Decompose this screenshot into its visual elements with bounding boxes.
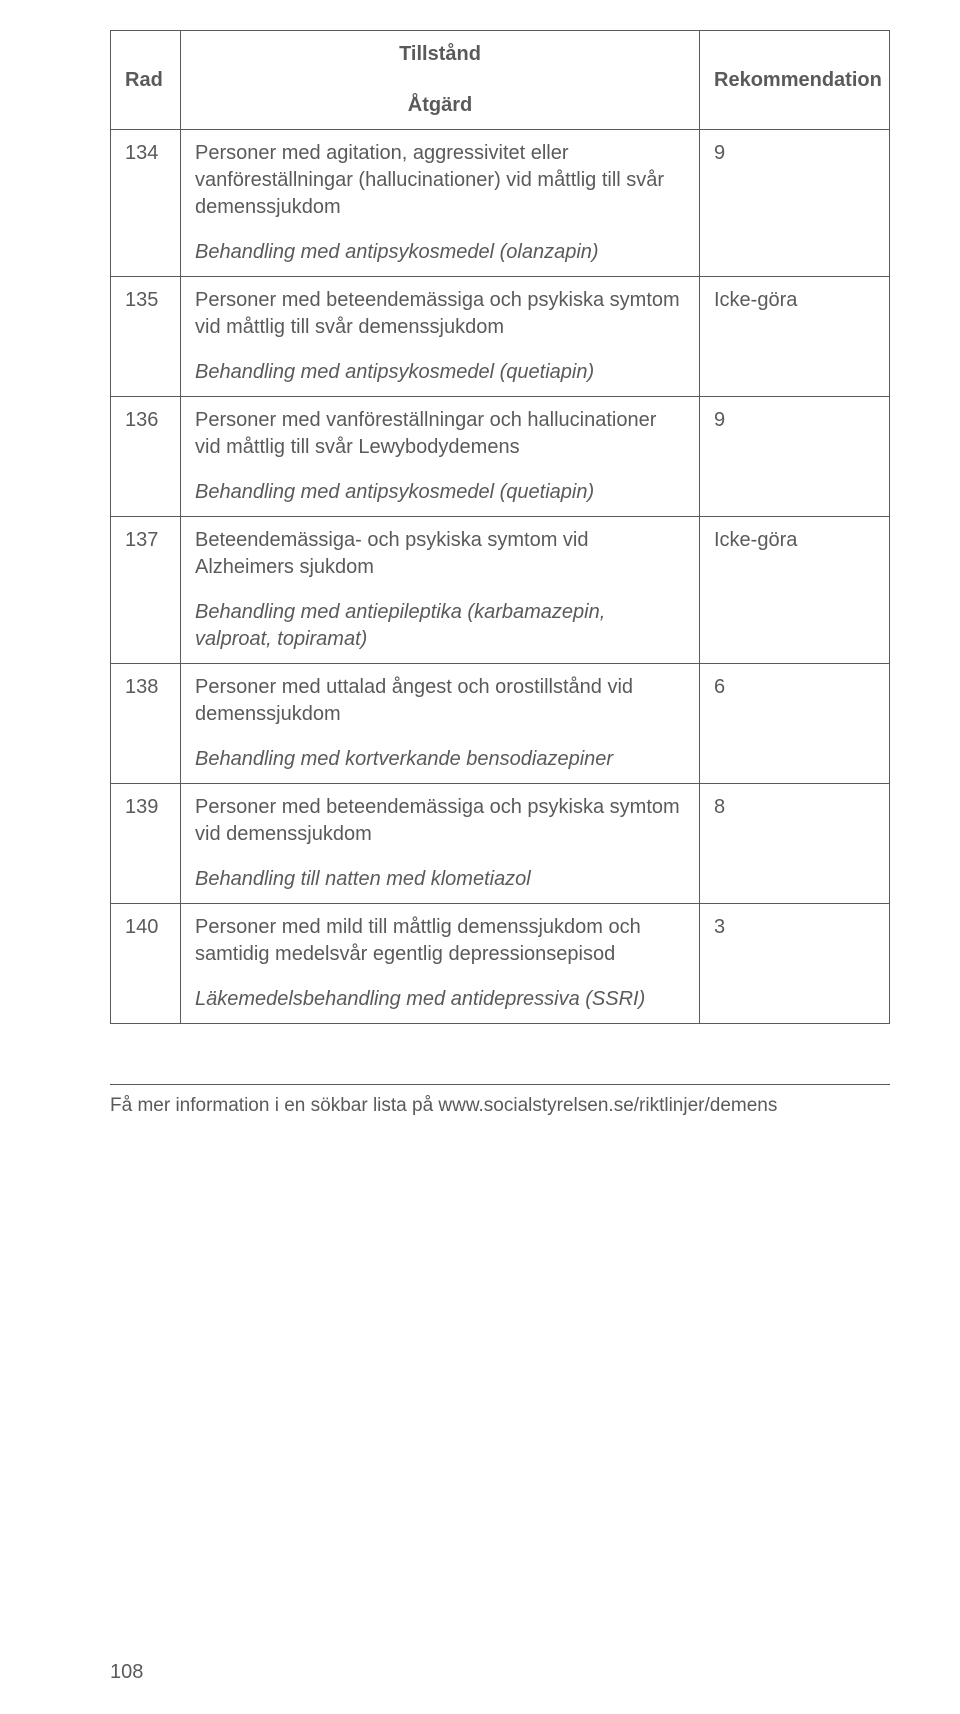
row-description: Personer med mild till måttlig demenssju… [195, 914, 685, 968]
row-treatment: Behandling med antiepileptika (karbamaze… [195, 599, 685, 653]
row-number: 137 [111, 517, 181, 664]
table-row: 134Personer med agitation, aggressivitet… [111, 130, 890, 277]
row-description: Beteendemässiga- och psykiska symtom vid… [195, 527, 685, 581]
row-content: Personer med uttalad ångest och orostill… [181, 664, 700, 784]
footer-divider [110, 1084, 890, 1085]
row-description: Personer med beteendemässiga och psykisk… [195, 794, 685, 848]
header-rekommendation: Rekommendation [700, 31, 890, 130]
table-row: 139 Personer med beteendemässiga och psyk… [111, 784, 890, 904]
table-row: 135 Personer med beteendemässiga och psyk… [111, 277, 890, 397]
row-content: Personer med vanföreställningar och hall… [181, 397, 700, 517]
row-description: Personer med uttalad ångest och orostill… [195, 674, 685, 728]
row-treatment: Behandling med antipsykosmedel (quetiapi… [195, 359, 685, 386]
row-content: Beteendemässiga- och psykiska symtom vid… [181, 517, 700, 664]
header-rad: Rad [111, 31, 181, 130]
row-content: Personer med beteendemässiga och psykisk… [181, 784, 700, 904]
row-treatment: Läkemedelsbehandling med antidepressiva … [195, 986, 685, 1013]
row-description: Personer med agitation, aggressivitet el… [195, 140, 685, 221]
row-recommendation: Icke-göra [700, 277, 890, 397]
footer-text: Få mer information i en sökbar lista på … [110, 1095, 890, 1117]
row-description: Personer med beteendemässiga och psykisk… [195, 287, 685, 341]
header-atgard: Åtgärd [408, 92, 472, 119]
row-number: 135 [111, 277, 181, 397]
document-page: Rad Tillstånd Åtgärd Rekommendation 134P… [0, 0, 960, 1714]
table-header: Rad Tillstånd Åtgärd Rekommendation [111, 31, 890, 130]
row-recommendation: 6 [700, 664, 890, 784]
row-recommendation: 8 [700, 784, 890, 904]
table-row: 140 Personer med mild till måttlig demens… [111, 904, 890, 1024]
table-row: 136 Personer med vanföreställningar och h… [111, 397, 890, 517]
row-number: 140 [111, 904, 181, 1024]
header-tillstand: Tillstånd [399, 41, 481, 68]
row-treatment: Behandling till natten med klometiazol [195, 866, 685, 893]
row-number: 138 [111, 664, 181, 784]
row-content: Personer med mild till måttlig demenssju… [181, 904, 700, 1024]
row-content: Personer med agitation, aggressivitet el… [181, 130, 700, 277]
table-body: 134Personer med agitation, aggressivitet… [111, 130, 890, 1024]
row-description: Personer med vanföreställningar och hall… [195, 407, 685, 461]
row-number: 136 [111, 397, 181, 517]
row-number: 134 [111, 130, 181, 277]
row-recommendation: 3 [700, 904, 890, 1024]
row-number: 139 [111, 784, 181, 904]
table-row: 137 Beteendemässiga- och psykiska symtom … [111, 517, 890, 664]
recommendation-table: Rad Tillstånd Åtgärd Rekommendation 134P… [110, 30, 890, 1024]
row-treatment: Behandling med antipsykosmedel (quetiapi… [195, 479, 685, 506]
header-mid: Tillstånd Åtgärd [181, 31, 700, 130]
row-recommendation: Icke-göra [700, 517, 890, 664]
row-treatment: Behandling med antipsykosmedel (olanzapi… [195, 239, 685, 266]
row-content: Personer med beteendemässiga och psykisk… [181, 277, 700, 397]
row-recommendation: 9 [700, 130, 890, 277]
row-recommendation: 9 [700, 397, 890, 517]
table-row: 138 Personer med uttalad ångest och orost… [111, 664, 890, 784]
page-number: 108 [110, 1661, 143, 1684]
row-treatment: Behandling med kortverkande bensodiazepi… [195, 746, 685, 773]
